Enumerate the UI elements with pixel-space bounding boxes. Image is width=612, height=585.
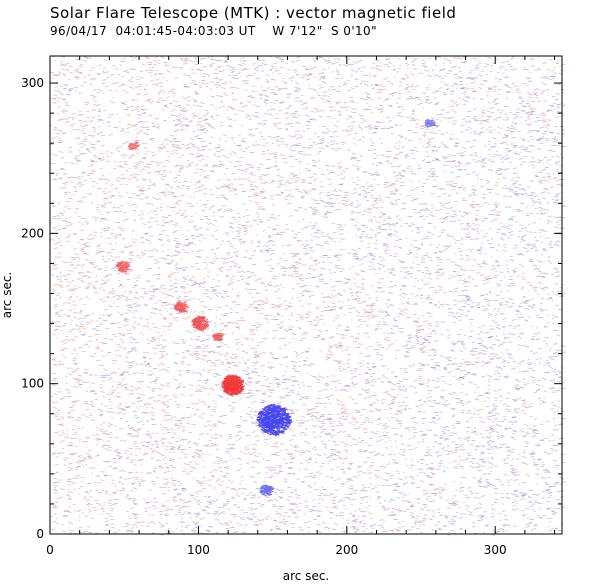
- positive-polarity-region: [211, 332, 225, 342]
- x-tick-label: 300: [484, 543, 507, 557]
- x-tick-label: 100: [187, 543, 210, 557]
- positive-polarity-region: [115, 260, 131, 273]
- positive-polarity-region: [127, 141, 140, 151]
- magnetogram-field: [49, 54, 567, 537]
- positive-polarity-region: [220, 374, 246, 397]
- positive-field-texture: [49, 55, 566, 537]
- axis-ticks: 0 100 200 300 0 100 200 300: [21, 56, 562, 557]
- y-axis-label: arc sec.: [0, 272, 14, 318]
- y-tick-label: 100: [21, 377, 44, 391]
- y-tick-label: 0: [36, 527, 44, 541]
- positive-polarity-region: [191, 315, 210, 332]
- y-tick-label: 200: [21, 226, 44, 240]
- x-tick-label: 200: [335, 543, 358, 557]
- plot-frame: [49, 55, 563, 535]
- x-tick-label: 0: [46, 543, 54, 557]
- plot-title: Solar Flare Telescope (MTK) : vector mag…: [50, 4, 457, 22]
- negative-polarity-region: [256, 403, 293, 437]
- positive-polarity-region: [173, 299, 189, 313]
- plot-subtitle: 96/04/17 04:01:45-04:03:03 UT W 7'12" S …: [50, 24, 378, 38]
- negative-polarity-region: [259, 484, 275, 497]
- negative-polarity-region: [424, 118, 437, 128]
- polarity-regions: [115, 118, 437, 497]
- y-tick-label: 300: [21, 76, 44, 90]
- x-axis-label: arc sec.: [283, 569, 329, 583]
